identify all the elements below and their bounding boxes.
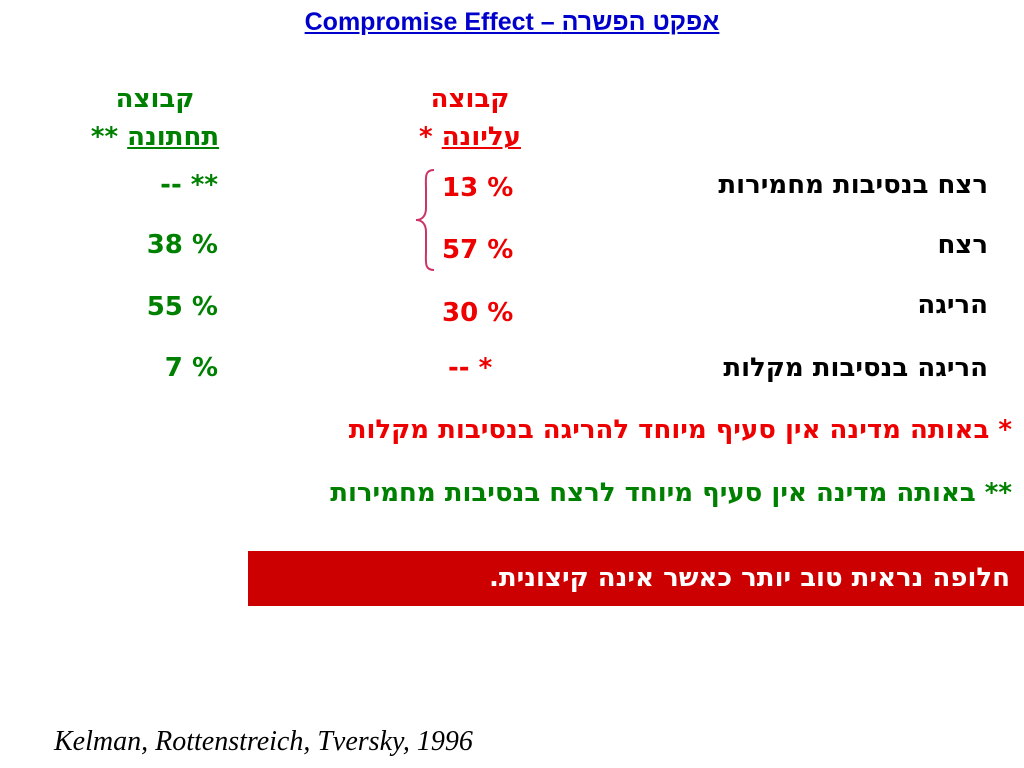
upper-group-mark: * [419,122,433,152]
upper-group-line2: עליונה * [360,118,580,156]
row-label-murder: רצח [937,230,989,260]
footnote-double-star: ** באותה מדינה אין סעיף מיוחד לרצח בנסיב… [330,478,1012,508]
lower-group-mark: ** [90,122,119,152]
upper-group-header: קבוצה עליונה * [360,80,580,156]
upper-value-murder: 57 % [442,235,514,265]
lower-value-manslaughter: 55 % [146,292,218,322]
upper-group-name: עליונה [441,122,521,152]
upper-value-aggravated-murder: 13 % [442,173,514,203]
upper-group-line1: קבוצה [430,84,510,114]
lower-group-line1: קבוצה [115,84,195,114]
lower-value-murder: 38 % [146,230,218,260]
conclusion-banner: חלופה נראית טוב יותר כאשר אינה קיצונית. [248,551,1024,606]
lower-group-header: קבוצה תחתונה ** [40,80,270,156]
upper-value-mitigated-manslaughter: -- * [448,353,493,383]
row-label-manslaughter: הריגה [917,290,988,320]
lower-value-mitigated-manslaughter: 7 % [164,353,218,383]
upper-value-manslaughter: 30 % [442,298,514,328]
row-label-aggravated-murder: רצח בנסיבות מחמירות [718,170,988,200]
citation: Kelman, Rottenstreich, Tversky, 1996 [54,726,473,757]
left-brace-icon [415,169,435,271]
row-label-mitigated-manslaughter: הריגה בנסיבות מקלות [723,353,988,383]
lower-group-line2: תחתונה ** [40,118,270,156]
footnote-single-star: * באותה מדינה אין סעיף מיוחד להריגה בנסי… [348,415,1012,445]
lower-value-aggravated-murder: -- ** [160,170,218,200]
lower-group-name: תחתונה [127,122,220,152]
page-title: Compromise Effect – אפקט הפשרה [304,8,720,36]
